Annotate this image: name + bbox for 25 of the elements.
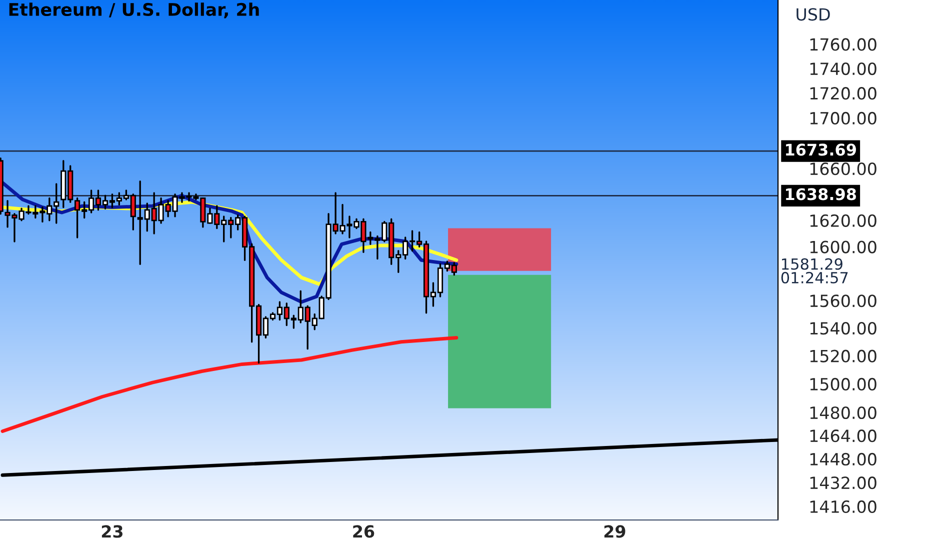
y-tick-label: 1432.00 (810, 476, 876, 490)
y-tick-label: 1416.00 (810, 500, 876, 514)
y-tick-label: 1660.00 (810, 162, 876, 176)
y-tick-label: 1740.00 (810, 62, 876, 76)
line-series (0, 336, 458, 433)
x-tick-label: 23 (102, 525, 122, 538)
y-tick-label: 1480.00 (810, 406, 876, 420)
y-tick-label: 1600.00 (810, 240, 876, 254)
y-tick-label: 1720.00 (810, 87, 876, 100)
y-axis-title: USD (796, 8, 830, 21)
x-tick-label: 26 (353, 525, 374, 538)
ref-line-label: 1673.69 (786, 144, 856, 156)
x-tick-label: 29 (604, 525, 626, 538)
chart-title: Ethereum / U.S. Dollar, 2h (9, 2, 259, 18)
y-tick-label: 1520.00 (810, 350, 876, 362)
y-tick-label: 1540.00 (810, 322, 876, 335)
y-tick-label: 1620.00 (810, 214, 876, 227)
y-tick-label: 1700.00 (810, 112, 876, 125)
y-tick-label: 1464.00 (810, 430, 876, 442)
y-tick-label: 1500.00 (810, 378, 876, 391)
y-tick-label: 1560.00 (810, 294, 876, 308)
y-tick-label: 1760.00 (810, 38, 876, 51)
y-tick-label: 1448.00 (810, 452, 876, 466)
text: 1581.29 01:24:57 (781, 258, 848, 284)
ref-line-label: 1638.98 (786, 188, 856, 200)
